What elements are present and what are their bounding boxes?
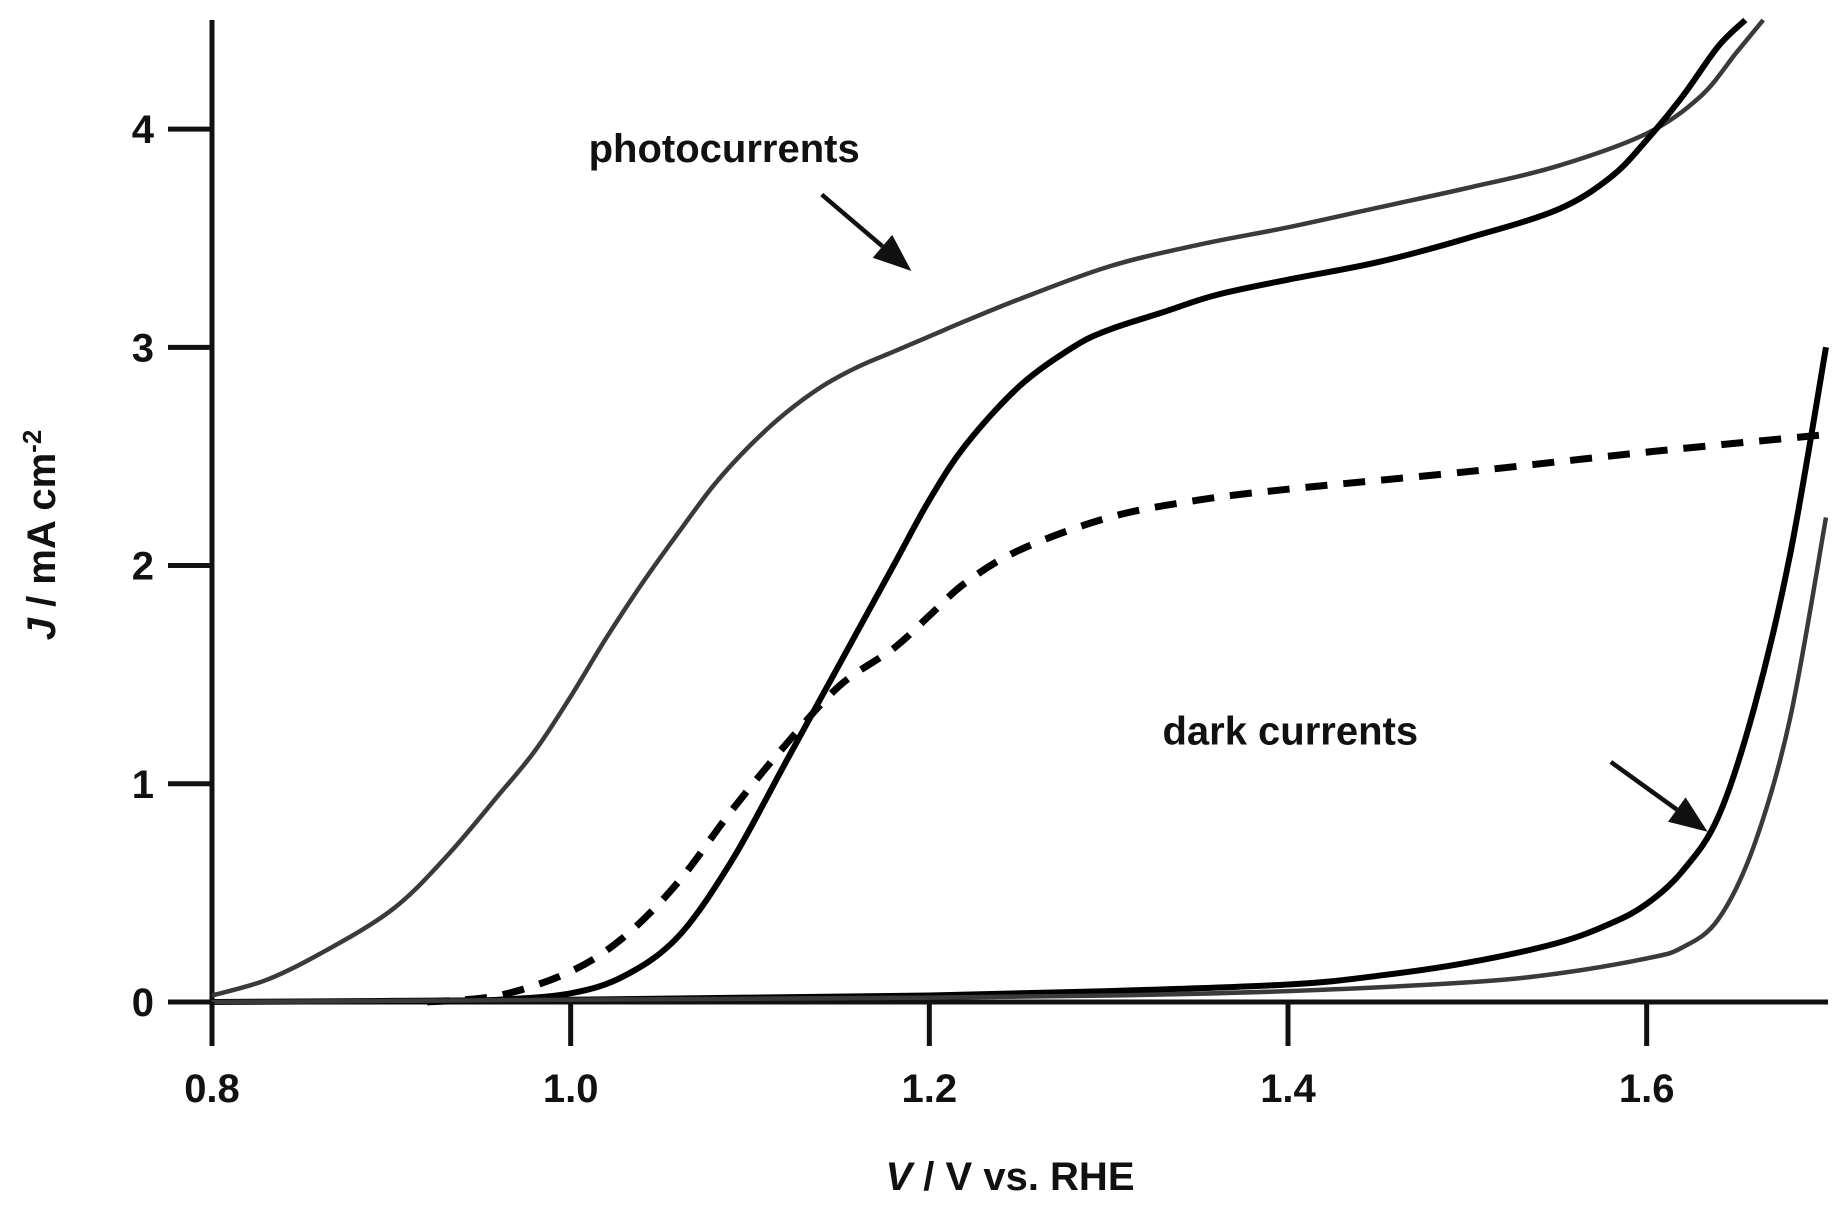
series-line-2 [427, 17, 1748, 1005]
series-line-5 [211, 517, 1829, 1005]
y-tick-label: 3 [132, 326, 154, 370]
annotation-label-1: photocurrents [589, 127, 860, 171]
x-axis-title: V / V vs. RHE [886, 1155, 1135, 1199]
annotation-arrow-shaft-1 [820, 192, 884, 249]
y-tick-label: 0 [132, 981, 154, 1025]
x-tick-label: 1.2 [902, 1067, 958, 1111]
x-tick-label: 1.6 [1619, 1067, 1675, 1111]
y-tick-label: 1 [132, 763, 154, 807]
tick-layer: 0.8 1.0 1.2 1.4 1.6 0 1 2 3 4 [132, 108, 1675, 1111]
annotation-arrow-head-1 [872, 234, 912, 271]
x-tick-label: 0.8 [184, 1067, 240, 1111]
annotation-arrow-head-2 [1668, 797, 1708, 832]
annotation-arrow-shaft-2 [1609, 760, 1679, 812]
x-tick-label: 1.0 [543, 1067, 599, 1111]
y-tick-label: 4 [132, 108, 155, 152]
y-axis-title: J / mA cm-2 [17, 430, 64, 641]
series-line-1 [211, 18, 1765, 998]
series-line-3 [426, 431, 1827, 1006]
annotation-label-2: dark currents [1162, 709, 1418, 753]
annotation-layer: photocurrents dark currents [589, 127, 1708, 832]
x-tick-label: 1.4 [1260, 1067, 1316, 1111]
y-tick-label: 2 [132, 545, 154, 589]
series-line-4 [211, 346, 1829, 1005]
axes [168, 20, 1828, 1046]
series-layer [211, 17, 1829, 1006]
